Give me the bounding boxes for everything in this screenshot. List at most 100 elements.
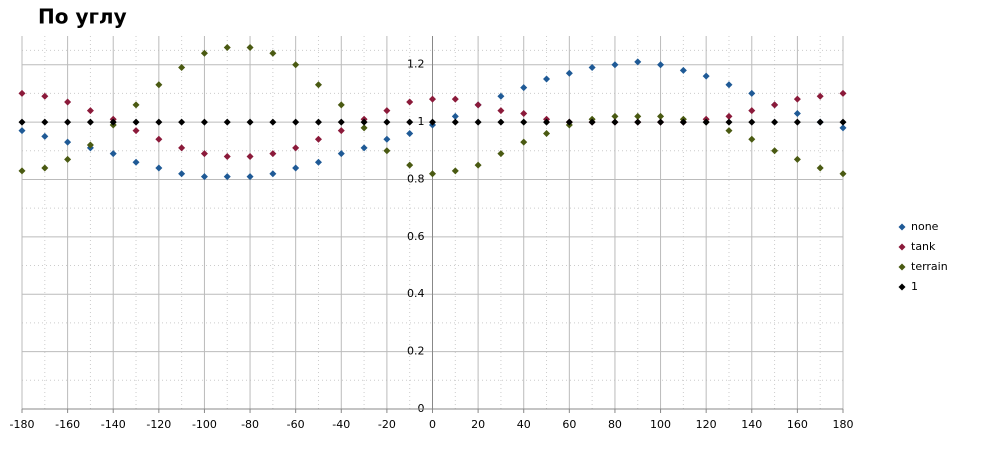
point	[406, 130, 414, 138]
point	[155, 81, 163, 89]
point	[429, 95, 436, 103]
x-tick-label: 100	[650, 418, 671, 431]
point	[793, 95, 801, 103]
x-tick-label: 0	[429, 418, 436, 431]
point	[771, 118, 779, 126]
point	[337, 118, 345, 126]
point	[269, 150, 277, 158]
point	[406, 98, 414, 106]
legend-marker	[898, 263, 906, 271]
point	[269, 170, 277, 178]
point	[565, 118, 573, 126]
point	[406, 161, 414, 169]
point	[839, 170, 847, 178]
point	[839, 89, 847, 97]
x-tick-label: -160	[55, 418, 80, 431]
point	[451, 95, 459, 103]
point	[314, 118, 322, 126]
point	[520, 118, 528, 126]
point	[839, 124, 847, 132]
point	[793, 109, 801, 117]
legend-label: tank	[911, 240, 936, 253]
point	[223, 173, 231, 181]
point	[725, 118, 733, 126]
point	[748, 107, 756, 115]
point	[543, 75, 551, 83]
point	[520, 109, 528, 117]
point	[41, 118, 49, 126]
y-tick-label: 0.8	[407, 172, 425, 185]
point	[702, 72, 710, 80]
point	[383, 118, 391, 126]
point	[178, 64, 186, 72]
y-tick-label: 0.6	[407, 230, 425, 243]
x-tick-label: -120	[146, 418, 171, 431]
point	[657, 118, 665, 126]
point	[360, 124, 368, 132]
y-tick-label: 1	[418, 115, 425, 128]
point	[41, 132, 49, 140]
point	[18, 167, 26, 175]
point	[816, 92, 824, 100]
point	[155, 135, 163, 143]
point	[246, 118, 254, 126]
x-tick-label: 140	[741, 418, 762, 431]
point	[793, 155, 801, 163]
point	[360, 144, 368, 152]
point	[200, 173, 208, 181]
x-tick-label: 40	[517, 418, 531, 431]
point	[383, 135, 391, 143]
x-tick-label: 20	[471, 418, 485, 431]
point	[223, 153, 231, 161]
point	[611, 118, 619, 126]
point	[725, 81, 733, 89]
point	[246, 173, 254, 181]
point	[109, 118, 117, 126]
point	[634, 58, 642, 66]
legend-label: terrain	[911, 260, 948, 273]
point	[520, 138, 528, 146]
point	[109, 150, 117, 158]
point	[132, 118, 140, 126]
point	[406, 118, 414, 126]
point	[269, 118, 277, 126]
x-tick-label: 180	[833, 418, 854, 431]
point	[64, 138, 72, 146]
point	[223, 118, 231, 126]
x-tick-label: 80	[608, 418, 622, 431]
point	[793, 118, 801, 126]
x-tick-label: -40	[332, 418, 350, 431]
y-tick-label: 0.4	[407, 287, 425, 300]
y-tick-label: 0.2	[407, 345, 425, 358]
x-tick-label: -60	[287, 418, 305, 431]
point	[839, 118, 847, 126]
chart-title: По углу	[38, 5, 127, 29]
point	[451, 118, 459, 126]
legend-label: 1	[911, 280, 918, 293]
point	[314, 135, 322, 143]
point	[748, 118, 756, 126]
legend-marker	[898, 223, 906, 231]
point	[497, 92, 505, 100]
point	[748, 89, 756, 97]
point	[816, 164, 824, 172]
legend-marker	[898, 243, 906, 251]
point	[314, 158, 322, 166]
point	[246, 43, 254, 51]
point	[611, 112, 619, 120]
point	[816, 118, 824, 126]
point	[451, 167, 459, 175]
point	[18, 89, 26, 97]
x-tick-label: -180	[10, 418, 35, 431]
point	[178, 170, 186, 178]
point	[64, 155, 72, 163]
point	[451, 112, 459, 120]
point	[223, 43, 231, 51]
point	[383, 107, 391, 115]
point	[132, 158, 140, 166]
point	[702, 118, 710, 126]
point	[565, 69, 573, 77]
point	[337, 150, 345, 158]
